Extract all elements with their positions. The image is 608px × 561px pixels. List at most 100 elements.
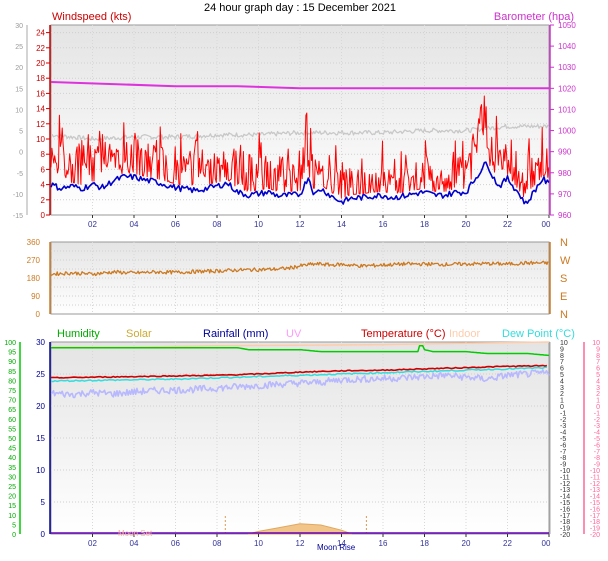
temp-outer-tick--18: -18: [590, 519, 600, 526]
temp-inner-tick--4: -4: [560, 430, 566, 437]
compass-label-S-2: S: [560, 273, 567, 285]
temp-inner-tick--18: -18: [560, 519, 570, 526]
temp-outer-tick--11: -11: [590, 474, 600, 481]
humidity-y-tick-40: 40: [8, 455, 16, 462]
humidity-y-tick-5: 5: [12, 522, 16, 529]
wind-y-tick-22: 22: [36, 44, 45, 53]
legend-indoor: Indoor: [449, 328, 481, 340]
x-tick-label-08: 08: [213, 220, 222, 229]
series-wind-gust: [50, 95, 550, 199]
temp-inner-tick-5: 5: [560, 372, 564, 379]
legend-uv: UV: [286, 328, 302, 340]
temp-outer-tick-5: 5: [596, 372, 600, 379]
outer-y-tick--15: -15: [13, 213, 23, 220]
baro-y-tick-970: 970: [558, 190, 572, 199]
x-tick-label-00: 00: [542, 539, 551, 548]
temp-outer-tick--17: -17: [590, 513, 600, 520]
temperature-axes: 1009590858075706560555045403530252015105…: [4, 338, 600, 548]
temp-inner-tick--10: -10: [560, 468, 570, 475]
humidity-y-tick-60: 60: [8, 417, 16, 424]
temp-inner-tick--5: -5: [560, 436, 566, 443]
x-tick-label-20: 20: [462, 220, 471, 229]
temp-inner-tick--13: -13: [560, 487, 570, 494]
baro-y-tick-980: 980: [558, 169, 572, 178]
temp-inner-tick-8: 8: [560, 353, 564, 360]
temp-outer-tick-9: 9: [596, 346, 600, 353]
temp-inner-tick--15: -15: [560, 500, 570, 507]
x-tick-label-00: 00: [542, 220, 551, 229]
compass-label-N-0: N: [560, 237, 568, 249]
temp-outer-tick--7: -7: [594, 449, 600, 456]
temp-inner-tick--19: -19: [560, 526, 570, 533]
series-wind-average: [50, 161, 550, 205]
x-tick-label-12: 12: [296, 539, 305, 548]
direction-y-tick-0: 0: [36, 310, 41, 319]
series-temperature: [50, 364, 548, 379]
wind-y-tick-18: 18: [36, 74, 45, 83]
humidity-y-tick-25: 25: [8, 484, 16, 491]
temp-outer-tick-6: 6: [596, 366, 600, 373]
legend-temperature: Temperature (°C): [361, 328, 445, 340]
temperature-panel: 1009590858075706560555045403530252015105…: [4, 328, 600, 552]
temp-outer-tick--20: -20: [590, 532, 600, 539]
temp-outer-tick--3: -3: [594, 423, 600, 430]
temp-inner-tick--20: -20: [560, 532, 570, 539]
wind-y-tick-0: 0: [41, 211, 46, 220]
wind-y-tick-12: 12: [36, 120, 45, 129]
humidity-y-tick-65: 65: [8, 407, 16, 414]
temp-inner-tick--2: -2: [560, 417, 566, 424]
humidity-y-tick-50: 50: [8, 436, 16, 443]
legend-humidity: Humidity: [57, 328, 100, 340]
temp-inner-tick-4: 4: [560, 378, 564, 385]
x-tick-label-20: 20: [462, 539, 471, 548]
series-grey-trend: [50, 123, 550, 142]
temp-inner-tick-9: 9: [560, 346, 564, 353]
humidity-y-tick-0: 0: [12, 532, 16, 539]
temp-outer-tick--13: -13: [590, 487, 600, 494]
rain-y-tick-25: 25: [36, 370, 45, 379]
series-wind-direction: [50, 260, 549, 277]
temperature-series: [50, 341, 550, 535]
temp-outer-tick-0: 0: [596, 404, 600, 411]
x-tick-label-22: 22: [503, 539, 512, 548]
direction-gridlines: [51, 242, 549, 314]
temp-outer-tick--4: -4: [594, 430, 600, 437]
compass-label-W-1: W: [560, 255, 571, 267]
x-tick-label-18: 18: [420, 220, 429, 229]
temp-outer-tick-1: 1: [596, 398, 600, 405]
temp-outer-tick-10: 10: [592, 340, 600, 347]
wind-y-tick-6: 6: [41, 165, 46, 174]
legend-solar: Solar: [126, 328, 152, 340]
x-tick-label-06: 06: [171, 539, 180, 548]
series-lavender: [50, 369, 550, 399]
humidity-y-tick-35: 35: [8, 465, 16, 472]
temp-inner-tick-2: 2: [560, 391, 564, 398]
direction-y-tick-270: 270: [27, 256, 41, 265]
temp-outer-tick--12: -12: [590, 481, 600, 488]
humidity-y-tick-15: 15: [8, 503, 16, 510]
series-barometer: [50, 81, 549, 90]
temp-inner-tick--14: -14: [560, 494, 570, 501]
baro-y-tick-1010: 1010: [558, 105, 576, 114]
x-tick-label-02: 02: [88, 539, 97, 548]
x-tick-label-08: 08: [213, 539, 222, 548]
temp-inner-tick--17: -17: [560, 513, 570, 520]
moon-set-label: Moon Set: [118, 529, 153, 538]
baro-y-tick-1050: 1050: [558, 21, 576, 30]
humidity-y-tick-90: 90: [8, 359, 16, 366]
temp-inner-tick--1: -1: [560, 410, 566, 417]
baro-y-tick-960: 960: [558, 211, 572, 220]
temp-inner-tick--11: -11: [560, 474, 570, 481]
wind-y-tick-8: 8: [41, 150, 46, 159]
direction-y-tick-90: 90: [31, 292, 40, 301]
temp-outer-tick--6: -6: [594, 442, 600, 449]
humidity-y-tick-55: 55: [8, 426, 16, 433]
rain-y-tick-0: 0: [41, 530, 46, 539]
x-tick-label-10: 10: [254, 220, 263, 229]
humidity-y-tick-85: 85: [8, 369, 16, 376]
outer-y-tick--10: -10: [13, 192, 23, 199]
outer-y-tick-20: 20: [15, 65, 23, 72]
wind-y-tick-10: 10: [36, 135, 45, 144]
